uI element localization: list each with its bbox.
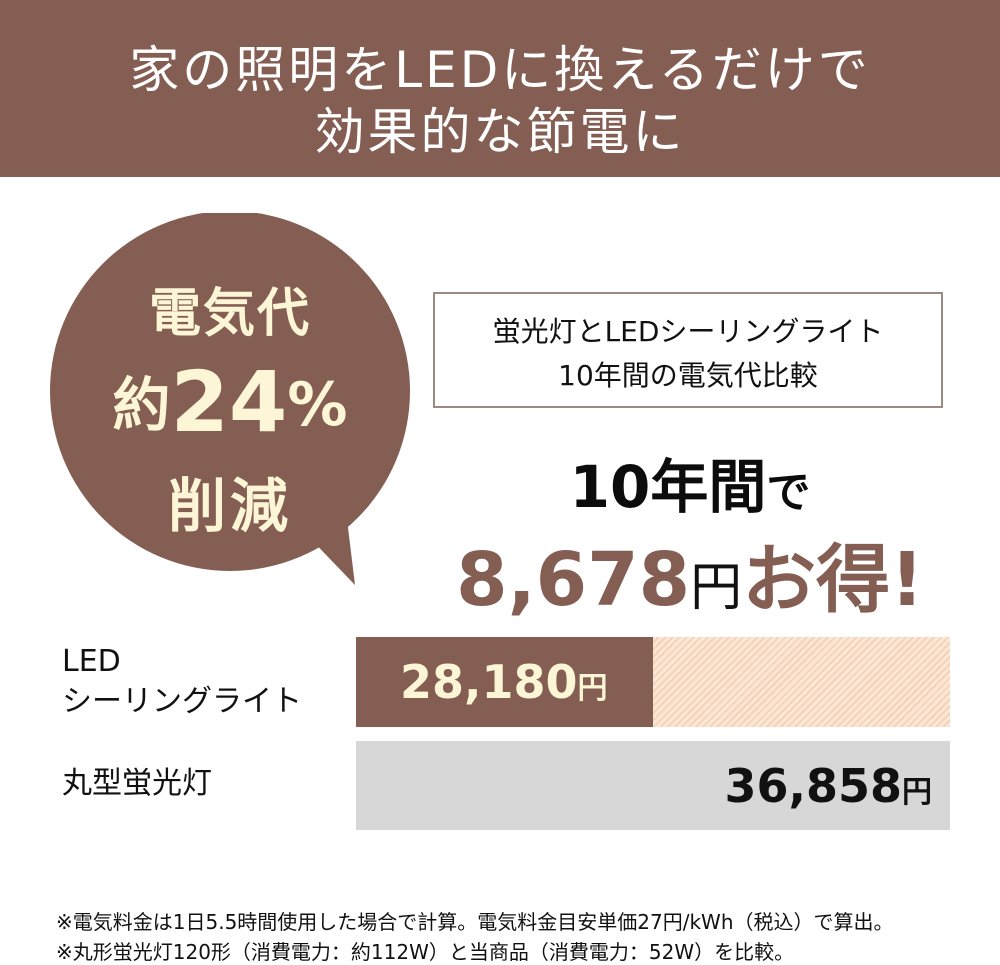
fluorescent-bar-value: 36,858円 (724, 759, 932, 813)
comparison-caption-box: 蛍光灯とLEDシーリングライト 10年間の電気代比較 (433, 292, 943, 408)
fluorescent-value-yen: 円 (902, 775, 932, 810)
savings-period: 10年間 (569, 453, 767, 521)
led-bar-value: 28,180円 (400, 655, 608, 709)
header-banner: 家の照明をLEDに換えるだけで 効果的な節電に (0, 0, 1000, 177)
led-value-number: 28,180 (400, 655, 578, 709)
savings-yen: 円 (690, 558, 743, 618)
savings-period-suffix: で (766, 467, 811, 518)
header-title-line2: 効果的な節電に (314, 103, 686, 161)
savings-speech-bubble: 電気代 約24% 削減 (45, 213, 415, 585)
led-label-line2: シーリングライト (62, 684, 302, 719)
bubble-line-reduction: 削減 (167, 472, 292, 540)
footnote-calculation-basis: ※電気料金は1日5.5時間使用した場合で計算。電気料金目安単価27円/kWh（税… (56, 910, 894, 934)
savings-amount-heading: 8,678円お得! (440, 520, 940, 627)
bubble-line-percent: 約24% (45, 353, 415, 451)
led-bar: 28,180円 (356, 637, 653, 727)
bubble-prefix: 約 (112, 371, 171, 439)
bubble-percent-sign: % (287, 370, 348, 440)
speech-bubble-shape-icon (50, 213, 410, 585)
led-value-yen: 円 (577, 671, 608, 706)
bubble-percent-value: 24 (170, 353, 288, 451)
fluorescent-bar: 36,858円 (356, 741, 950, 830)
led-row-label: LED シーリングライト (62, 642, 302, 722)
bubble-line-electricity-cost: 電気代 (148, 284, 311, 344)
caption-line2: 10年間の電気代比較 (558, 359, 818, 392)
fluorescent-value-number: 36,858 (724, 759, 902, 813)
savings-tail: お得! (742, 537, 924, 623)
footnote-comparison-basis: ※丸形蛍光灯120形（消費電力：約112W）と当商品（消費電力：52W）を比較。 (56, 940, 795, 964)
led-label-line1: LED (62, 644, 121, 679)
savings-amount: 8,678 (456, 537, 691, 623)
header-title-line1: 家の照明をLEDに換えるだけで (129, 41, 871, 99)
fluorescent-row-label: 丸型蛍光灯 (62, 766, 212, 801)
caption-line1: 蛍光灯とLEDシーリングライト (492, 315, 884, 348)
savings-period-heading: 10年間で (440, 440, 940, 524)
